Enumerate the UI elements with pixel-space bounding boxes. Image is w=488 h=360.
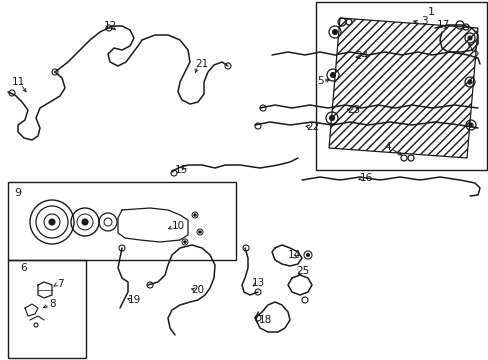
Bar <box>315 2 486 170</box>
Circle shape <box>467 80 471 84</box>
Text: 2: 2 <box>472 51 478 61</box>
Text: 9: 9 <box>15 188 21 198</box>
Circle shape <box>49 219 55 225</box>
Text: 14: 14 <box>287 250 300 260</box>
Text: 13: 13 <box>251 278 264 288</box>
Text: 25: 25 <box>296 266 309 276</box>
Circle shape <box>468 123 472 127</box>
Circle shape <box>193 214 196 216</box>
Circle shape <box>306 253 309 256</box>
Circle shape <box>330 72 335 77</box>
Text: 8: 8 <box>50 299 56 309</box>
Text: 18: 18 <box>258 315 271 325</box>
Circle shape <box>332 30 337 35</box>
Text: 17: 17 <box>435 20 448 30</box>
Bar <box>8 182 236 260</box>
Text: 1: 1 <box>427 7 434 17</box>
Text: 3: 3 <box>420 16 427 26</box>
Text: 7: 7 <box>57 279 63 289</box>
Circle shape <box>199 231 201 233</box>
Text: 21: 21 <box>195 59 208 69</box>
Text: 19: 19 <box>127 295 141 305</box>
Bar <box>8 260 86 358</box>
Circle shape <box>183 241 186 243</box>
Text: 10: 10 <box>171 221 184 231</box>
Text: 20: 20 <box>191 285 204 295</box>
Circle shape <box>329 116 334 121</box>
Text: 4: 4 <box>384 142 390 152</box>
Text: 15: 15 <box>174 165 187 175</box>
Text: 11: 11 <box>11 77 24 87</box>
Text: 16: 16 <box>359 173 372 183</box>
Text: 23: 23 <box>346 105 360 115</box>
Text: 6: 6 <box>20 263 27 273</box>
Text: 5: 5 <box>316 76 323 86</box>
Text: 12: 12 <box>103 21 116 31</box>
Text: 24: 24 <box>355 51 368 61</box>
Text: 22: 22 <box>306 122 319 132</box>
Circle shape <box>82 219 88 225</box>
Circle shape <box>467 36 471 40</box>
